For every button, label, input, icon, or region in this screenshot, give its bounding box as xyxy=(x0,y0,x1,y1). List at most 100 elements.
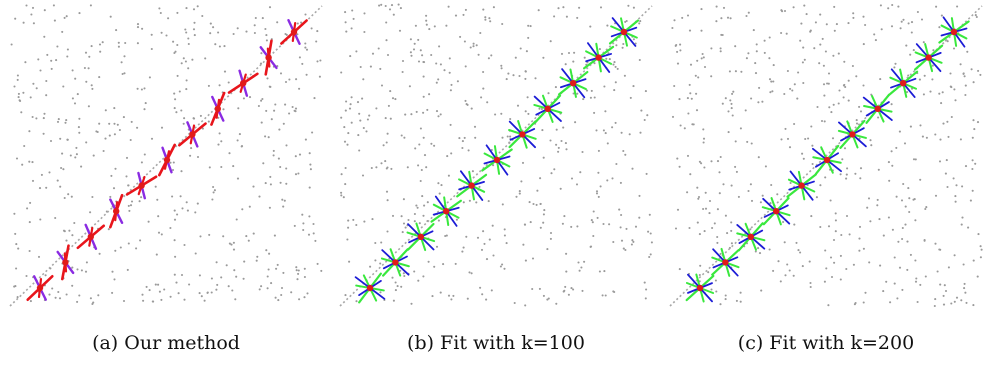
noise-point xyxy=(220,165,223,169)
noise-point xyxy=(309,163,312,166)
noise-point xyxy=(487,200,490,203)
glyph xyxy=(913,43,944,73)
noise-point xyxy=(465,235,468,238)
noise-point xyxy=(644,297,647,300)
noise-point xyxy=(439,291,442,294)
noise-point xyxy=(99,50,102,53)
glyph-center xyxy=(570,80,577,87)
noise-point xyxy=(450,152,453,155)
noise-point xyxy=(236,27,239,30)
noise-point xyxy=(955,184,958,187)
glyph-center xyxy=(189,131,196,138)
noise-point xyxy=(344,183,347,186)
noise-point xyxy=(28,130,31,133)
noise-point xyxy=(310,27,313,30)
noise-point xyxy=(262,162,265,165)
glyph-center xyxy=(696,284,704,292)
noise-point xyxy=(90,45,93,48)
noise-point xyxy=(513,301,516,305)
noise-point xyxy=(425,14,428,17)
noise-point xyxy=(893,66,896,69)
noise-point xyxy=(611,126,614,129)
noise-point xyxy=(591,221,594,224)
noise-point xyxy=(120,61,123,64)
noise-point xyxy=(293,224,296,227)
noise-point xyxy=(312,232,315,235)
noise-point xyxy=(157,215,160,218)
noise-point xyxy=(409,51,412,54)
noise-point xyxy=(297,272,300,275)
noise-point xyxy=(44,274,47,277)
noise-point xyxy=(16,78,19,81)
noise-point xyxy=(752,29,755,32)
noise-point xyxy=(110,174,113,177)
noise-point xyxy=(581,150,584,154)
noise-point xyxy=(98,43,102,46)
noise-point xyxy=(316,60,319,63)
noise-point xyxy=(400,134,403,137)
noise-point xyxy=(394,289,397,292)
noise-point xyxy=(209,22,212,25)
noise-point xyxy=(84,51,88,54)
noise-point xyxy=(750,142,753,145)
noise-point xyxy=(180,109,183,112)
noise-point xyxy=(260,52,263,55)
noise-point xyxy=(482,8,485,11)
glyph-center xyxy=(519,131,526,138)
noise-point xyxy=(215,261,218,264)
noise-point xyxy=(699,264,702,267)
noise-point xyxy=(272,149,275,152)
noise-point xyxy=(791,89,794,92)
noise-point xyxy=(266,275,269,278)
noise-point xyxy=(524,70,527,73)
noise-point xyxy=(270,282,273,285)
noise-point xyxy=(243,260,246,263)
noise-point xyxy=(969,199,972,202)
noise-point xyxy=(428,28,431,31)
noise-point xyxy=(125,156,129,159)
noise-point xyxy=(852,12,855,15)
noise-point xyxy=(901,237,904,241)
noise-point xyxy=(689,173,692,176)
noise-point xyxy=(933,304,936,308)
noise-point xyxy=(703,230,706,233)
noise-point xyxy=(916,10,919,14)
noise-point xyxy=(352,218,355,221)
noise-point xyxy=(242,97,245,100)
noise-point xyxy=(188,283,191,286)
noise-point xyxy=(971,159,974,162)
noise-point xyxy=(340,173,343,176)
noise-point xyxy=(543,209,546,212)
noise-point xyxy=(686,97,689,100)
noise-point xyxy=(157,283,160,286)
glyph xyxy=(125,171,158,200)
noise-point xyxy=(363,12,366,15)
noise-point xyxy=(925,206,928,209)
noise-point xyxy=(546,248,549,251)
noise-point xyxy=(910,31,913,34)
noise-point xyxy=(130,200,134,203)
noise-point xyxy=(158,290,161,293)
noise-point xyxy=(963,75,966,78)
noise-point xyxy=(260,285,263,288)
noise-point xyxy=(947,135,950,138)
noise-point xyxy=(809,281,812,285)
noise-point xyxy=(821,37,824,40)
noise-point xyxy=(715,5,718,8)
noise-point xyxy=(303,267,306,270)
noise-point xyxy=(207,120,210,123)
noise-point xyxy=(401,59,405,63)
noise-point xyxy=(831,137,835,140)
noise-point xyxy=(809,29,812,32)
noise-point xyxy=(233,269,236,272)
noise-point xyxy=(954,195,957,198)
noise-point xyxy=(85,141,88,144)
noise-point xyxy=(45,79,48,83)
noise-point xyxy=(150,47,153,51)
noise-point xyxy=(32,22,35,25)
noise-point xyxy=(389,90,392,93)
noise-point xyxy=(934,242,937,245)
noise-point xyxy=(316,262,319,265)
noise-point xyxy=(876,204,879,207)
noise-point xyxy=(260,99,263,102)
